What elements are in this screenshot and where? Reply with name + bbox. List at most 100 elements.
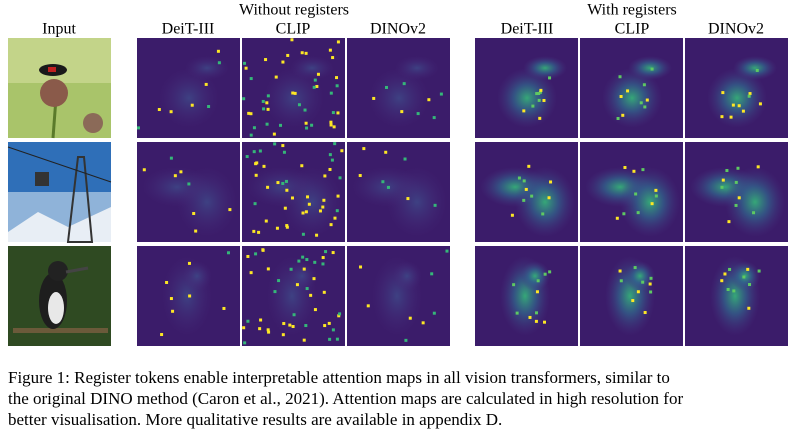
attention-faint bbox=[185, 56, 229, 80]
bird-breast bbox=[48, 292, 64, 324]
artifact-token bbox=[246, 319, 250, 323]
artifact-token bbox=[273, 290, 277, 294]
artifact-token bbox=[290, 196, 294, 200]
artifact-token bbox=[305, 287, 309, 291]
attention-hot bbox=[543, 272, 547, 276]
artifact-token bbox=[243, 61, 247, 65]
flower bbox=[40, 79, 68, 107]
attention-hot bbox=[748, 92, 752, 96]
artifact-token bbox=[427, 98, 431, 102]
attention-faint bbox=[182, 261, 212, 291]
attention-hot bbox=[737, 104, 741, 108]
artifact-token bbox=[300, 51, 304, 55]
attention-hot bbox=[648, 282, 652, 286]
artifact-token bbox=[335, 76, 339, 80]
artifact-token bbox=[433, 203, 437, 207]
attention-hot bbox=[623, 166, 627, 170]
attention-hot bbox=[515, 311, 519, 315]
attention-faint bbox=[387, 167, 447, 237]
artifact-token bbox=[327, 321, 331, 325]
artifact-token bbox=[315, 233, 319, 237]
artifact-token bbox=[445, 249, 449, 253]
artifact-token bbox=[432, 311, 436, 315]
artifact-token bbox=[282, 150, 286, 154]
artifact-token bbox=[302, 267, 306, 271]
artifact-token bbox=[266, 328, 270, 332]
artifact-token bbox=[275, 226, 279, 230]
artifact-token bbox=[262, 164, 266, 168]
artifact-token bbox=[301, 255, 305, 259]
artifact-token bbox=[381, 180, 385, 184]
artifact-token bbox=[252, 126, 256, 130]
attention-hot bbox=[547, 196, 551, 200]
artifact-token bbox=[439, 92, 443, 96]
artifact-token bbox=[190, 103, 194, 107]
attention-hot bbox=[534, 319, 538, 323]
artifact-token bbox=[313, 78, 317, 82]
attention-blob bbox=[628, 56, 672, 80]
attention-hot bbox=[524, 187, 528, 191]
attention-hot bbox=[619, 95, 623, 99]
attention-hot bbox=[725, 169, 729, 173]
artifact-token bbox=[432, 116, 436, 120]
artifact-token bbox=[216, 49, 220, 53]
artifact-token bbox=[187, 182, 191, 186]
column-label: DeiT-III bbox=[162, 21, 215, 38]
artifact-token bbox=[249, 271, 253, 275]
artifact-token bbox=[295, 283, 299, 287]
artifact-token bbox=[318, 209, 322, 213]
artifact-token bbox=[336, 111, 340, 115]
attention-hot bbox=[721, 178, 725, 182]
artifact-token bbox=[293, 91, 297, 95]
attention-blob bbox=[733, 56, 777, 80]
artifact-token bbox=[304, 51, 308, 55]
attention-hot bbox=[746, 267, 750, 271]
artifact-token bbox=[284, 179, 288, 183]
artifact-token bbox=[362, 147, 366, 151]
attention-hot bbox=[643, 105, 647, 109]
attention-hot bbox=[643, 311, 647, 315]
artifact-token bbox=[384, 150, 388, 154]
artifact-token bbox=[340, 149, 344, 153]
attention-hot bbox=[631, 299, 635, 303]
branch bbox=[13, 328, 108, 333]
artifact-token bbox=[328, 153, 332, 157]
attention-hot bbox=[512, 283, 516, 287]
artifact-token bbox=[279, 123, 283, 127]
artifact-token bbox=[285, 224, 289, 228]
artifact-token bbox=[289, 267, 293, 271]
artifact-token bbox=[258, 149, 262, 153]
artifact-token bbox=[165, 280, 169, 284]
attention-hot bbox=[534, 311, 538, 315]
artifact-token bbox=[291, 91, 295, 95]
attention-hot bbox=[729, 115, 733, 119]
artifact-token bbox=[301, 232, 305, 236]
attention-hot bbox=[633, 266, 637, 270]
artifact-token bbox=[331, 251, 335, 255]
artifact-token bbox=[290, 38, 294, 42]
attention-hot bbox=[649, 276, 653, 280]
cable bbox=[7, 146, 112, 183]
artifact-token bbox=[188, 294, 192, 298]
attention-hot bbox=[522, 198, 526, 202]
group-header: With registers bbox=[587, 2, 677, 19]
attention-hot bbox=[528, 315, 532, 319]
column-label: DINOv2 bbox=[370, 21, 426, 38]
artifact-token bbox=[333, 142, 337, 146]
attention-faint bbox=[392, 261, 422, 291]
artifact-token bbox=[169, 297, 173, 301]
artifact-token bbox=[249, 133, 253, 137]
artifact-token bbox=[315, 84, 319, 88]
attention-hot bbox=[650, 67, 654, 71]
artifact-token bbox=[297, 259, 301, 263]
attention-hot bbox=[728, 267, 732, 271]
artifact-token bbox=[329, 123, 333, 127]
artifact-token bbox=[252, 229, 256, 233]
artifact-token bbox=[281, 333, 285, 337]
attention-hot bbox=[535, 92, 539, 96]
artifact-token bbox=[242, 326, 246, 330]
artifact-token bbox=[257, 230, 261, 234]
artifact-token bbox=[254, 252, 258, 256]
bird-beak bbox=[65, 266, 89, 274]
attention-hot bbox=[616, 116, 620, 120]
